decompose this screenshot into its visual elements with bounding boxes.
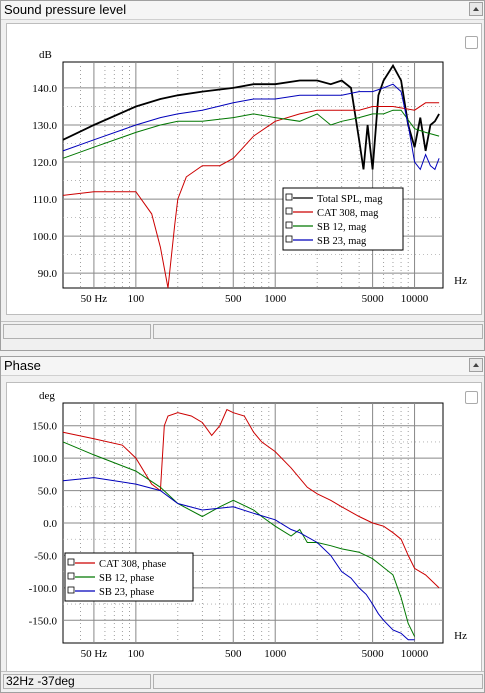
legend-label: SB 12, mag: [317, 222, 367, 233]
phase-scroll-up-button[interactable]: [469, 358, 483, 372]
legend-marker: [285, 207, 293, 215]
phase-chart: 150.0 100.0 50.0 0.0 -50.0 -100.0 -150.0 50 Hz 1…: [29, 390, 468, 660]
spl-scroll-up-button[interactable]: [469, 2, 483, 16]
scroll-up-arrow-icon: [473, 7, 479, 11]
legend-label: SB 12, phase: [99, 573, 154, 584]
cursor-readout: 32Hz -37deg: [3, 674, 151, 689]
legend-label: CAT 308, phase: [99, 559, 167, 570]
x-tick-label: 100: [128, 648, 145, 660]
legend-marker: [285, 235, 293, 243]
x-tick-label: 10000: [401, 293, 429, 305]
spl-panel: Sound pressure level 140.0 130.0 120.0 110.…: [0, 0, 485, 351]
x-unit-label: Hz: [454, 630, 467, 642]
y-tick-label: 140.0: [32, 83, 57, 95]
x-tick-label: 50 Hz: [81, 648, 108, 660]
legend-marker: [285, 193, 293, 201]
y-tick-label: -100.0: [29, 583, 58, 595]
x-tick-label: 10000: [401, 648, 429, 660]
y-tick-label: 90.0: [38, 268, 58, 280]
phase-status-cell-2: [153, 674, 483, 689]
spl-status-cell-2: [153, 324, 483, 339]
scroll-up-arrow-icon: [473, 363, 479, 367]
spl-options-checkbox[interactable]: [465, 36, 478, 49]
phase-plot-area: 150.0 100.0 50.0 0.0 -50.0 -100.0 -150.0 50 Hz 1…: [6, 382, 482, 672]
series-line: [62, 63, 440, 170]
y-tick-label: 110.0: [33, 194, 58, 206]
x-unit-label: Hz: [454, 275, 467, 287]
legend-label: SB 23, phase: [99, 587, 154, 598]
x-tick-label: 500: [225, 293, 242, 305]
y-tick-label: -50.0: [34, 550, 57, 562]
spl-panel-title: Sound pressure level: [4, 2, 127, 17]
phase-options-checkbox[interactable]: [465, 391, 478, 404]
y-tick-label: 130.0: [32, 120, 57, 132]
x-tick-label: 1000: [264, 293, 287, 305]
x-tick-label: 5000: [362, 293, 385, 305]
series-line: [62, 441, 416, 637]
y-tick-label: 0.0: [43, 518, 57, 530]
x-tick-label: 50 Hz: [81, 293, 108, 305]
legend-box: [64, 552, 194, 602]
spl-plot-area: 140.0 130.0 120.0 110.0 100.0 90.0 50 Hz 100 500…: [6, 23, 482, 315]
plot-frame: [62, 61, 444, 289]
y-tick-label: -150.0: [29, 615, 58, 627]
y-tick-label: 120.0: [32, 157, 57, 169]
y-tick-label: 100.0: [32, 231, 57, 243]
y-tick-label: 50.0: [38, 486, 58, 498]
series-line: [62, 109, 440, 159]
spl-chart: 140.0 130.0 120.0 110.0 100.0 90.0 50 Hz 100 500…: [32, 49, 467, 305]
phase-titlebar: Phase: [1, 357, 484, 376]
legend-marker: [67, 558, 75, 566]
x-tick-label: 1000: [264, 648, 287, 660]
phase-statusbar: 32Hz -37deg: [1, 671, 484, 692]
legend-marker: [67, 586, 75, 594]
spl-titlebar: Sound pressure level: [1, 1, 484, 20]
series-line: [62, 408, 440, 589]
x-tick-label: 5000: [362, 648, 385, 660]
legend-label: Total SPL, mag: [317, 194, 383, 205]
legend-label: CAT 308, mag: [317, 208, 379, 219]
x-tick-label: 500: [225, 648, 242, 660]
legend-marker: [285, 221, 293, 229]
legend-label: SB 23, mag: [317, 236, 367, 247]
spl-status-cell-1: [3, 324, 151, 339]
phase-panel: Phase 150.0 100.0 50.0 0.0 -50.0 -100.0 -150.0…: [0, 356, 485, 693]
series-line: [62, 102, 440, 289]
y-unit-label: deg: [39, 390, 55, 402]
legend-marker: [67, 572, 75, 580]
y-tick-label: 150.0: [32, 421, 57, 433]
spl-statusbar: [1, 321, 484, 344]
series-line: [62, 83, 440, 171]
y-unit-label: dB: [39, 49, 52, 61]
phase-panel-title: Phase: [4, 358, 41, 373]
series-line: [62, 477, 415, 641]
y-tick-label: 100.0: [32, 453, 57, 465]
x-tick-label: 100: [128, 293, 145, 305]
